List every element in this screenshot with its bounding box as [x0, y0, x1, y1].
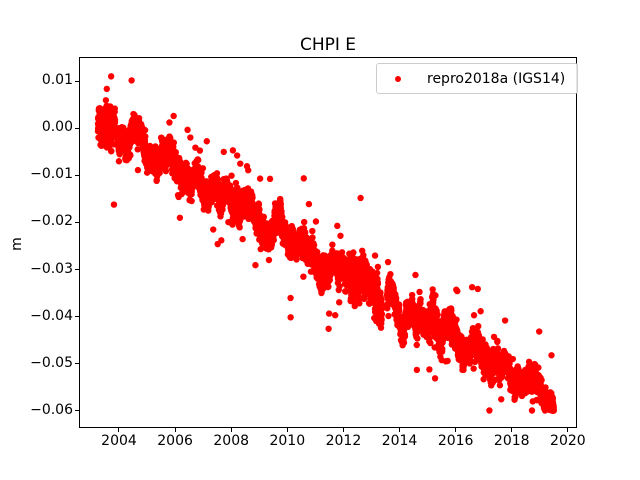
- x-tick-label: 2018: [493, 433, 530, 449]
- scatter-series-canvas: [80, 58, 576, 427]
- y-tick-mark: [75, 269, 79, 271]
- y-tick-mark: [75, 316, 79, 318]
- y-axis-label: m: [9, 237, 25, 251]
- x-tick-mark: [230, 428, 232, 432]
- y-tick-label: −0.06: [30, 401, 73, 418]
- x-tick-mark: [118, 428, 120, 432]
- y-tick-label: 0.01: [41, 72, 73, 89]
- y-tick-label: −0.04: [30, 307, 73, 324]
- x-tick-label: 2006: [157, 433, 193, 449]
- plot-area: [79, 57, 577, 428]
- x-tick-label: 2004: [101, 433, 137, 449]
- x-tick-label: 2008: [213, 433, 250, 449]
- y-tick-label: 0.00: [41, 119, 73, 136]
- x-tick-mark: [174, 428, 176, 432]
- x-tick-label: 2020: [550, 433, 586, 449]
- y-tick-label: −0.05: [30, 354, 73, 371]
- x-tick-mark: [399, 428, 401, 432]
- x-tick-mark: [511, 428, 513, 432]
- y-tick-mark: [75, 363, 79, 365]
- y-tick-label: −0.01: [30, 166, 73, 183]
- y-tick-label: −0.02: [30, 213, 73, 230]
- x-tick-label: 2010: [269, 433, 306, 449]
- x-tick-mark: [342, 428, 344, 432]
- y-tick-mark: [75, 174, 79, 176]
- y-tick-mark: [75, 410, 79, 412]
- legend: repro2018a (IGS14): [376, 63, 579, 94]
- x-tick-label: 2016: [437, 433, 474, 449]
- y-tick-mark: [75, 80, 79, 82]
- legend-label: repro2018a (IGS14): [427, 70, 566, 87]
- x-tick-mark: [286, 428, 288, 432]
- x-tick-label: 2012: [325, 433, 362, 449]
- y-tick-mark: [75, 127, 79, 129]
- y-tick-mark: [75, 221, 79, 223]
- chart-title: CHPI E: [299, 35, 357, 55]
- x-tick-label: 2014: [381, 433, 418, 449]
- y-tick-label: −0.03: [30, 260, 73, 277]
- x-tick-mark: [455, 428, 457, 432]
- x-tick-mark: [567, 428, 569, 432]
- legend-marker-dot-icon: [395, 75, 401, 82]
